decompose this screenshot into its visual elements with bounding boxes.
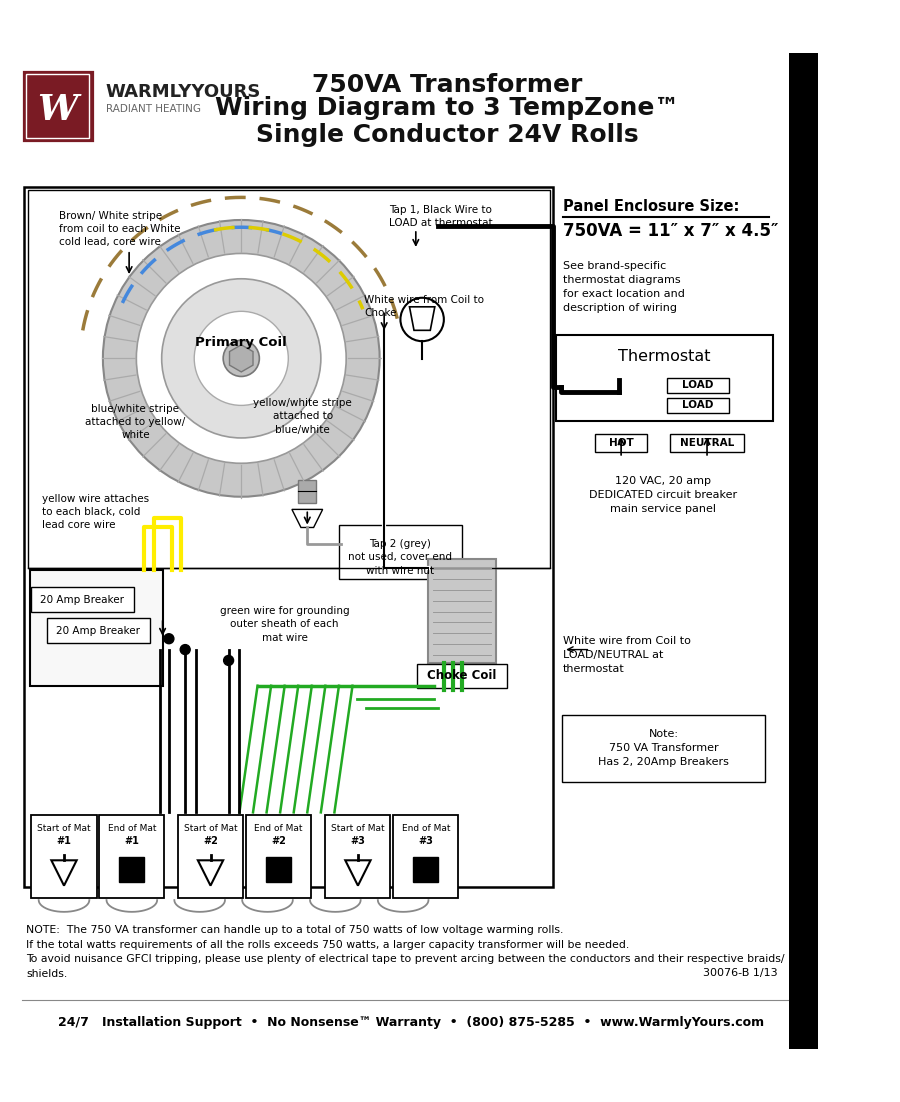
Text: 120 VAC, 20 amp
DEDICATED circuit breaker
main service panel: 120 VAC, 20 amp DEDICATED circuit breake… [589,476,737,514]
FancyBboxPatch shape [31,587,133,613]
Text: End of Mat: End of Mat [401,824,450,833]
Bar [428,559,496,663]
Text: Note:
750 VA Transformer
Has 2, 20Amp Breakers: Note: 750 VA Transformer Has 2, 20Amp Br… [598,730,729,767]
Text: 20 Amp Breaker: 20 Amp Breaker [40,595,124,605]
FancyBboxPatch shape [47,618,150,644]
Circle shape [162,279,321,437]
Text: Panel Enclosure Size:: Panel Enclosure Size: [563,199,740,214]
Polygon shape [198,861,223,886]
Bar [32,815,96,898]
Text: End of Mat: End of Mat [108,824,156,833]
Text: Thermostat: Thermostat [618,349,711,365]
Text: Tap 2 (grey)
not used, cover end
with wire nut: Tap 2 (grey) not used, cover end with wi… [348,539,453,575]
Text: #1: #1 [124,836,140,846]
Bar [30,570,164,685]
FancyBboxPatch shape [562,715,765,781]
Bar [789,53,818,1049]
Text: #1: #1 [57,836,71,846]
Text: NEUTRAL: NEUTRAL [680,439,734,449]
Text: Primary Coil: Primary Coil [195,336,287,348]
Bar [595,434,647,453]
Circle shape [180,645,190,655]
Text: See brand-specific
thermostat diagrams
for exact location and
description of wir: See brand-specific thermostat diagrams f… [563,261,685,313]
Text: RADIANT HEATING: RADIANT HEATING [105,104,201,114]
Bar [119,856,145,882]
Text: Single Conductor 24V Rolls: Single Conductor 24V Rolls [256,123,639,148]
Text: 750VA = 11″ x 7″ x 4.5″: 750VA = 11″ x 7″ x 4.5″ [563,222,778,240]
FancyBboxPatch shape [339,525,462,579]
Circle shape [137,253,346,463]
Bar [24,186,553,887]
Text: 20 Amp Breaker: 20 Amp Breaker [57,626,140,636]
Text: NOTE:  The 750 VA transformer can handle up to a total of 750 watts of low volta: NOTE: The 750 VA transformer can handle … [26,926,785,979]
Bar [28,191,550,569]
Text: Brown/ White stripe
from coil to each White
cold lead, core wire: Brown/ White stripe from coil to each Wh… [58,210,180,247]
Circle shape [223,656,234,666]
Polygon shape [410,306,435,331]
Circle shape [400,298,444,342]
Text: green wire for grounding
outer sheath of each
mat wire: green wire for grounding outer sheath of… [220,606,349,642]
Polygon shape [51,861,76,886]
Bar [21,69,94,143]
Polygon shape [346,861,371,886]
Bar [556,335,773,421]
Text: White wire from Coil to
Choke: White wire from Coil to Choke [364,295,484,318]
Text: #3: #3 [418,836,433,846]
Bar [326,815,391,898]
Text: W: W [38,93,78,127]
Text: Tap 1, Black Wire to
LOAD at thermostat: Tap 1, Black Wire to LOAD at thermostat [389,205,492,228]
Text: #2: #2 [203,836,218,846]
Text: #2: #2 [271,836,286,846]
Bar [26,74,89,138]
Text: WARMLYYOURS: WARMLYYOURS [105,84,261,101]
Bar [667,398,729,412]
FancyBboxPatch shape [417,665,508,688]
Bar [670,434,744,453]
Text: HOT: HOT [608,439,634,449]
Bar [266,856,291,882]
Text: Choke Coil: Choke Coil [428,669,497,682]
Circle shape [223,341,259,377]
Polygon shape [292,509,323,528]
Text: Start of Mat: Start of Mat [37,824,91,833]
Text: 30076-B 1/13: 30076-B 1/13 [703,968,778,977]
Text: yellow/white stripe
attached to
blue/white: yellow/white stripe attached to blue/whi… [254,398,352,434]
Text: White wire from Coil to
LOAD/NEUTRAL at
thermostat: White wire from Coil to LOAD/NEUTRAL at … [563,636,691,674]
Circle shape [103,220,380,497]
Bar [246,815,310,898]
Circle shape [164,634,174,644]
Bar [393,815,458,898]
Bar [298,479,316,504]
Bar [178,815,243,898]
Polygon shape [230,345,253,372]
Text: yellow wire attaches
to each black, cold
lead core wire: yellow wire attaches to each black, cold… [42,494,149,530]
Text: Start of Mat: Start of Mat [331,824,384,833]
Circle shape [194,312,288,406]
Bar [413,856,438,882]
Text: End of Mat: End of Mat [254,824,302,833]
Bar [667,378,729,392]
Bar [99,815,165,898]
Text: LOAD: LOAD [682,380,714,390]
Text: #3: #3 [350,836,365,846]
Text: LOAD: LOAD [682,400,714,410]
Text: blue/white stripe
attached to yellow/
white: blue/white stripe attached to yellow/ wh… [86,403,185,440]
Text: Wiring Diagram to 3 TempZone™: Wiring Diagram to 3 TempZone™ [215,96,680,120]
Text: Start of Mat: Start of Mat [184,824,238,833]
Text: 750VA Transformer: 750VA Transformer [312,73,582,97]
Text: 24/7   Installation Support  •  No Nonsense™ Warranty  •  (800) 875-5285  •  www: 24/7 Installation Support • No Nonsense™… [58,1016,764,1028]
